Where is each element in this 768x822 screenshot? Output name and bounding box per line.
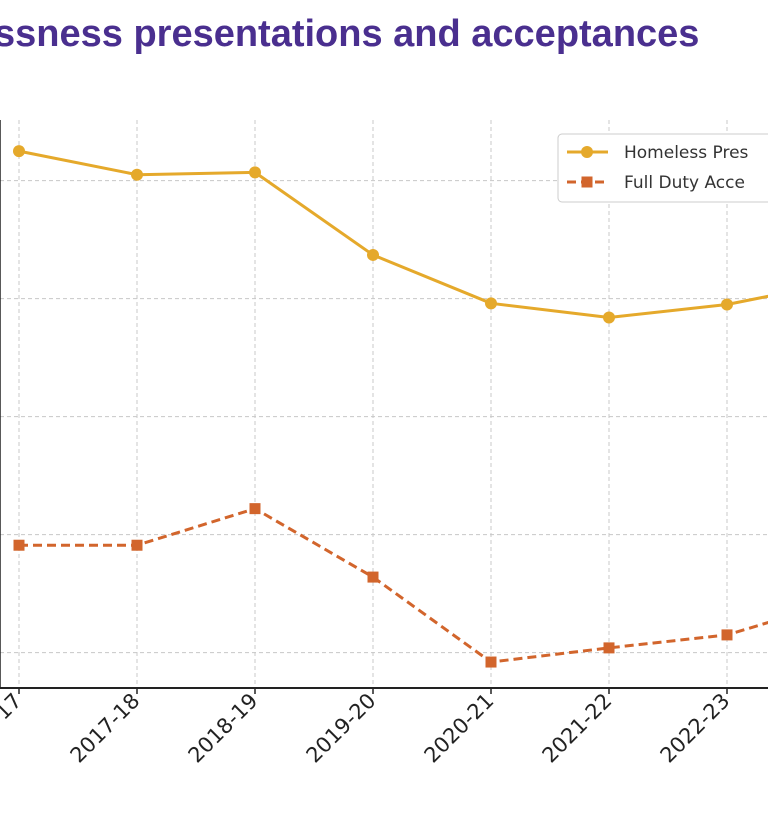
series-line <box>18 149 768 319</box>
legend-box <box>557 133 768 203</box>
data-point <box>721 298 733 311</box>
x-tick-label: 2019-20 <box>302 689 381 768</box>
x-tick-label: 2021-22 <box>538 689 617 768</box>
data-point <box>131 539 143 551</box>
data-point <box>13 539 25 551</box>
chart-title: ssness presentations and acceptances <box>0 13 700 55</box>
series-line <box>19 507 768 664</box>
x-tick-label: 2020-21 <box>420 689 499 768</box>
data-point <box>249 166 261 179</box>
data-point <box>485 656 497 668</box>
legend-marker <box>581 146 593 158</box>
x-tick-label: 016-17 <box>0 689 27 759</box>
x-tick-label: 2022-23 <box>656 689 735 768</box>
legend-label: Homeless Pres <box>624 143 749 163</box>
data-point <box>13 145 25 158</box>
x-tick-label: 2017-18 <box>66 689 145 768</box>
data-point <box>367 248 379 261</box>
legend-marker <box>581 176 593 188</box>
data-point <box>367 571 379 583</box>
legend-label: Full Duty Acce <box>624 173 745 193</box>
x-tick-label: 2018-19 <box>184 689 263 768</box>
data-point <box>603 642 615 654</box>
data-point <box>485 297 497 310</box>
data-point <box>603 311 615 324</box>
data-point <box>721 629 733 641</box>
data-point <box>131 168 143 181</box>
data-point <box>249 503 261 515</box>
